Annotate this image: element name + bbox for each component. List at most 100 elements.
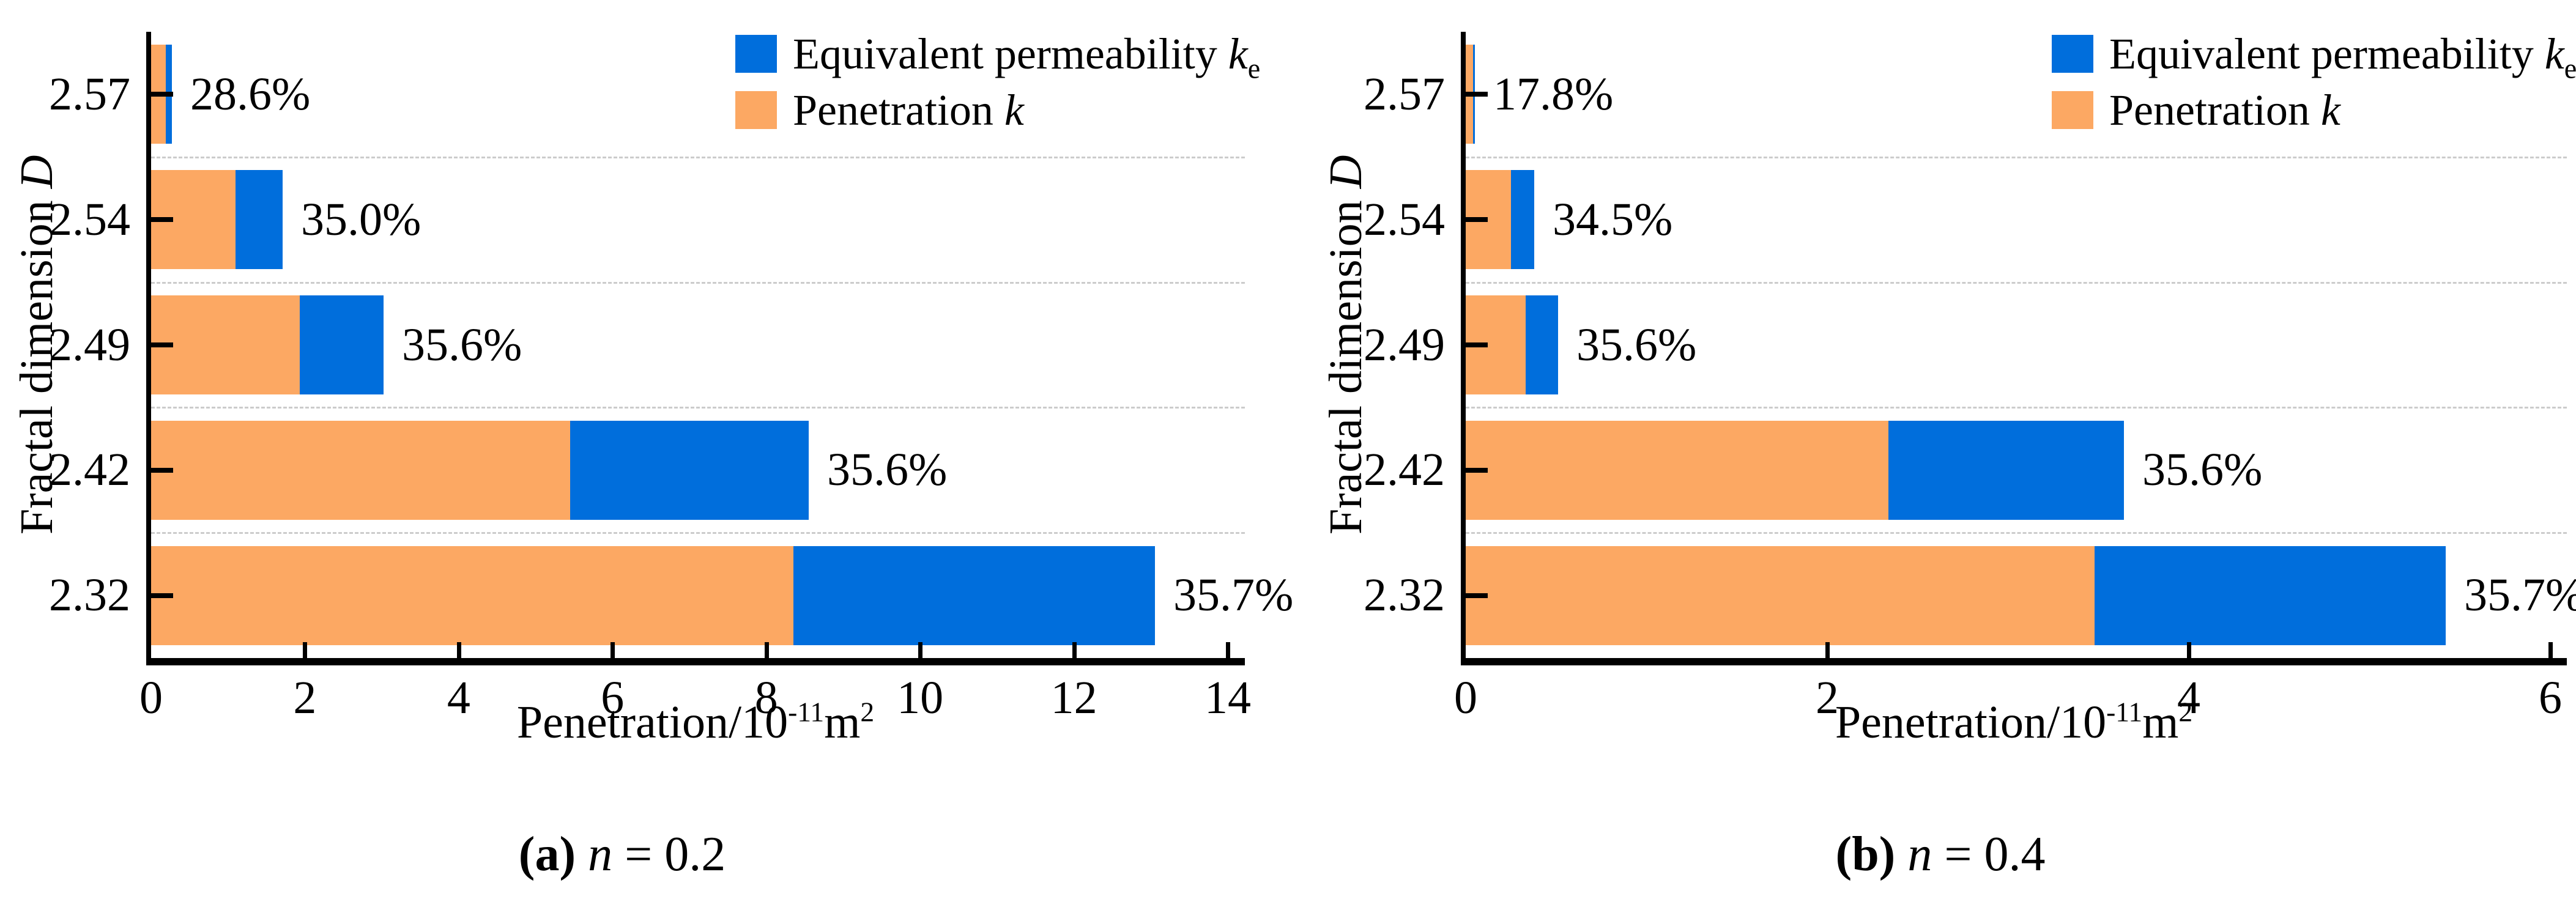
- y-tick-label: 2.49: [1364, 319, 1445, 371]
- x-tick-label: 10: [897, 672, 944, 723]
- equivalent-permeability-bar-segment: [570, 420, 809, 520]
- x-tick-label: 6: [2539, 672, 2562, 723]
- x-tick: [918, 642, 923, 658]
- x-tick-label: 8: [754, 672, 778, 723]
- equivalent-permeability-bar-segment: [1526, 295, 1558, 394]
- percent-label: 35.6%: [1576, 319, 1697, 371]
- x-tick: [1226, 642, 1230, 658]
- y-tick-label: 2.42: [49, 444, 130, 496]
- y-tick: [1466, 92, 1488, 97]
- x-axis-title-exponent: -11: [2106, 696, 2143, 728]
- legend: Equivalent permeability ke Penetration k: [735, 29, 1260, 147]
- x-axis-title-unit-exponent: 2: [860, 696, 875, 728]
- y-tick-label: 2.32: [1364, 569, 1445, 621]
- legend-swatch-penetration-icon: [735, 91, 777, 129]
- legend-variable: k: [2320, 85, 2340, 135]
- y-tick-label: 2.54: [49, 193, 130, 245]
- penetration-bar-segment: [1466, 546, 2095, 645]
- y-tick: [151, 342, 173, 347]
- y-tick-label: 2.57: [49, 68, 130, 120]
- x-tick-label: 2: [293, 672, 317, 723]
- x-tick: [611, 642, 615, 658]
- gridline: [151, 156, 1245, 158]
- percent-label: 35.7%: [1173, 569, 1294, 621]
- gridline: [1466, 407, 2567, 409]
- legend-variable: k: [1228, 29, 1248, 78]
- percent-label: 35.0%: [301, 193, 421, 245]
- equivalent-permeability-bar-segment: [1888, 420, 2124, 520]
- legend-label-equivalent-permeability: Equivalent permeability ke: [793, 29, 1260, 83]
- legend: Equivalent permeability ke Penetration k: [2052, 29, 2576, 147]
- x-axis-title-exponent: -11: [788, 696, 825, 728]
- legend-label-equivalent-permeability: Equivalent permeability ke: [2109, 29, 2576, 83]
- legend-subscript: e: [1247, 52, 1261, 84]
- gridline: [1466, 156, 2567, 158]
- legend-text: Penetration: [793, 85, 1004, 135]
- caption-a: (a) n = 0.2: [73, 827, 1171, 882]
- legend-swatch-equivalent-permeability-icon: [2052, 35, 2093, 73]
- y-tick: [1466, 217, 1488, 223]
- x-axis-title: Penetration/10-11m2: [146, 696, 1245, 749]
- penetration-bar-segment: [151, 420, 570, 520]
- penetration-bar-segment: [151, 295, 300, 394]
- gridline: [151, 532, 1245, 535]
- x-axis-title-unit: m: [824, 697, 861, 748]
- legend-text: Equivalent permeability: [793, 29, 1228, 78]
- y-tick: [151, 593, 173, 598]
- caption-value: = 0.2: [612, 827, 726, 881]
- percent-label: 35.6%: [402, 319, 522, 371]
- x-tick-label: 4: [2177, 672, 2200, 723]
- x-tick: [456, 642, 461, 658]
- y-tick-label: 2.42: [1364, 444, 1445, 496]
- penetration-bar-segment: [151, 546, 793, 645]
- legend-text: Penetration: [2109, 85, 2321, 135]
- y-tick: [1466, 342, 1488, 347]
- plot-area-b: Equivalent permeability ke Penetration k…: [1364, 29, 2576, 724]
- percent-label: 34.5%: [1553, 193, 1673, 245]
- caption-b: (b) n = 0.4: [1387, 827, 2493, 882]
- x-axis-title-text: Penetration/10: [516, 697, 789, 748]
- x-tick: [2548, 642, 2553, 658]
- legend-swatch-equivalent-permeability-icon: [735, 35, 777, 73]
- percent-label: 35.6%: [2142, 444, 2263, 496]
- legend-item-equivalent-permeability: Equivalent permeability ke: [2052, 29, 2576, 82]
- x-tick: [1825, 642, 1830, 658]
- x-tick-label: 0: [139, 672, 163, 723]
- y-tick: [151, 467, 173, 473]
- gridline: [1466, 532, 2567, 535]
- caption-variable: n: [588, 827, 613, 881]
- equivalent-permeability-bar-segment: [300, 295, 384, 394]
- x-axis-title-unit-exponent: 2: [2178, 696, 2193, 728]
- y-tick-label: 2.54: [1364, 193, 1445, 245]
- gridline: [1466, 281, 2567, 284]
- legend-item-equivalent-permeability: Equivalent permeability ke: [735, 29, 1260, 82]
- legend-label-penetration: Penetration k: [793, 85, 1024, 136]
- x-tick-label: 4: [447, 672, 470, 723]
- percent-label: 35.6%: [827, 444, 948, 496]
- y-tick-label: 2.57: [1364, 68, 1445, 120]
- x-tick-label: 14: [1204, 672, 1251, 723]
- y-tick-label: 2.49: [49, 319, 130, 371]
- x-axis-title: Penetration/10-11m2: [1461, 696, 2567, 749]
- penetration-bar-segment: [1466, 420, 1888, 520]
- y-tick: [1466, 467, 1488, 473]
- legend-variable: k: [1004, 85, 1024, 135]
- x-tick-label: 2: [1816, 672, 1839, 723]
- legend-subscript: e: [2564, 52, 2576, 84]
- y-tick: [151, 92, 173, 97]
- x-tick-label: 12: [1050, 672, 1097, 723]
- percent-label: 35.7%: [2464, 569, 2576, 621]
- legend-label-penetration: Penetration k: [2109, 85, 2340, 136]
- legend-item-penetration: Penetration k: [2052, 86, 2576, 135]
- equivalent-permeability-bar-segment: [236, 170, 283, 270]
- gridline: [151, 281, 1245, 284]
- percent-label: 28.6%: [190, 68, 311, 120]
- percent-label: 17.8%: [1493, 68, 1614, 120]
- equivalent-permeability-bar-segment: [1511, 170, 1534, 270]
- legend-swatch-penetration-icon: [2052, 91, 2093, 129]
- plot-area-a: Equivalent permeability ke Penetration k…: [49, 29, 1293, 724]
- legend-variable: k: [2544, 29, 2564, 78]
- x-axis-title-unit: m: [2142, 697, 2179, 748]
- x-axis-title-text: Penetration/10: [1835, 697, 2107, 748]
